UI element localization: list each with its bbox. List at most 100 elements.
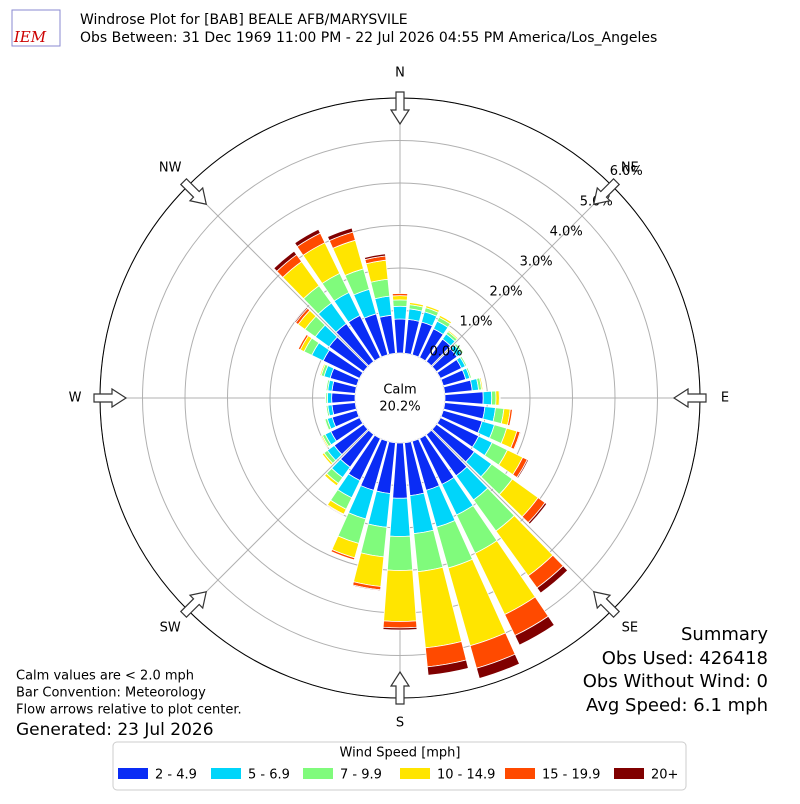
wind-bar-segment <box>393 318 407 354</box>
wind-bar-segment <box>491 390 497 406</box>
wind-bar-segment <box>391 293 409 297</box>
legend-label: 20+ <box>651 768 678 783</box>
summary-line: Avg Speed: 6.1 mph <box>586 695 768 716</box>
r-tick-label: 4.0% <box>550 224 583 239</box>
wind-bar-segment <box>425 305 440 313</box>
flow-arrow <box>592 590 621 619</box>
wind-bar-segment <box>475 653 521 679</box>
logo-text: IEM <box>13 28 47 46</box>
flow-arrow <box>179 177 208 206</box>
r-tick-label: 2.0% <box>490 284 523 299</box>
wind-bar-segment <box>447 329 459 340</box>
legend-swatch <box>400 768 430 779</box>
wind-bar-segment <box>326 392 333 404</box>
wind-bar-segment <box>383 569 417 622</box>
flow-arrow <box>592 177 621 206</box>
wind-bar-segment <box>327 227 354 242</box>
legend-swatch <box>118 768 148 779</box>
bars <box>273 227 569 679</box>
wind-bar-segment <box>382 626 418 631</box>
calm-circle <box>356 354 444 442</box>
summary-line: Obs Without Wind: 0 <box>583 671 768 692</box>
flow-arrow-shape <box>179 177 208 206</box>
wind-bar-segment <box>273 250 298 272</box>
chart-subtitle: Obs Between: 31 Dec 1969 11:00 PM - 22 J… <box>80 30 657 46</box>
compass-label: S <box>396 716 404 731</box>
wind-bar-segment <box>297 333 309 351</box>
flow-arrow <box>179 590 208 619</box>
flow-arrow <box>389 91 411 126</box>
wind-bar-segment <box>498 390 501 406</box>
flow-arrow <box>389 670 411 705</box>
wind-bar-segment <box>392 299 408 307</box>
wind-bar-segment <box>495 390 500 406</box>
wind-bar-segment <box>325 379 329 391</box>
compass-label: NW <box>159 161 182 176</box>
legend-box <box>112 741 687 791</box>
legend-swatch <box>211 768 241 779</box>
wind-bar-segment <box>325 405 329 417</box>
legend-label: 15 - 19.9 <box>542 768 600 783</box>
wind-bar-segment <box>321 452 334 466</box>
legend-label: 5 - 6.9 <box>248 768 290 783</box>
compass-label: W <box>69 391 82 406</box>
compass-label: E <box>721 391 729 406</box>
logo: IEM <box>11 9 61 47</box>
summary-line: Obs Used: 426418 <box>602 648 768 669</box>
flow-arrow-shape <box>179 590 208 619</box>
wind-bar-segment <box>478 377 484 391</box>
wind-bar-segment <box>392 305 408 320</box>
chart-title: Windrose Plot for [BAB] BEALE AFB/MARYSV… <box>80 12 408 28</box>
wind-bar-segment <box>294 228 321 248</box>
note: Flow arrows relative to plot center. <box>16 703 242 718</box>
wind-bar-segment <box>382 620 418 629</box>
flow-arrow <box>672 387 707 409</box>
wind-bar-segment <box>323 418 330 431</box>
wind-bar-segment <box>363 253 387 261</box>
r-tick-label: 1.0% <box>459 314 492 329</box>
compass-label: SW <box>160 620 181 635</box>
flow-arrow-shape <box>672 387 707 409</box>
calm-label: Calm <box>383 383 416 398</box>
wind-bar-segment <box>455 342 465 353</box>
wind-bar-segment <box>536 565 569 594</box>
note: Bar Convention: Meteorology <box>16 686 206 701</box>
wind-bar-segment <box>323 475 338 487</box>
wind-bar-segment <box>426 659 469 676</box>
r-tick-label: 6.0% <box>610 164 643 179</box>
legend-title: Wind Speed [mph] <box>340 746 461 761</box>
grid-circle <box>142 140 658 656</box>
compass-label: N <box>395 66 405 81</box>
wind-bar-segment <box>514 615 555 646</box>
legend-label: 7 - 9.9 <box>340 768 382 783</box>
wind-bar-segment <box>409 302 425 308</box>
compass-label: SE <box>622 620 638 635</box>
wind-bar-segment <box>386 535 414 571</box>
wind-bar-segment <box>351 584 381 592</box>
wind-bar-segment <box>331 392 356 404</box>
wind-bar-segment <box>389 497 411 537</box>
wind-bar-segment <box>326 504 345 516</box>
flow-arrow-shape <box>389 91 411 126</box>
wind-bar-segment <box>330 548 356 561</box>
wind-bar-segment <box>460 355 468 367</box>
wind-bar-segment <box>320 434 330 448</box>
wind-bar-segment <box>513 431 522 451</box>
flow-arrow-shape <box>389 670 411 705</box>
legend-swatch <box>303 768 333 779</box>
flow-arrow <box>93 387 128 409</box>
wind-bar-segment <box>438 314 453 325</box>
logo-frame <box>11 9 61 47</box>
wind-bar-segment <box>319 363 326 377</box>
wind-bar-segment <box>507 408 513 427</box>
summary-title: Summary <box>681 624 768 645</box>
legend-label: 2 - 4.9 <box>155 768 197 783</box>
wind-bar-segment <box>294 306 309 324</box>
compass-label: NE <box>621 161 639 176</box>
calm-value: 20.2% <box>379 400 420 415</box>
note: Calm values are < 2.0 mph <box>16 669 194 684</box>
r-tick-label: 3.0% <box>520 254 553 269</box>
legend-swatch <box>505 768 535 779</box>
wind-bar-segment <box>467 366 473 379</box>
wind-bar-segment <box>516 459 530 479</box>
